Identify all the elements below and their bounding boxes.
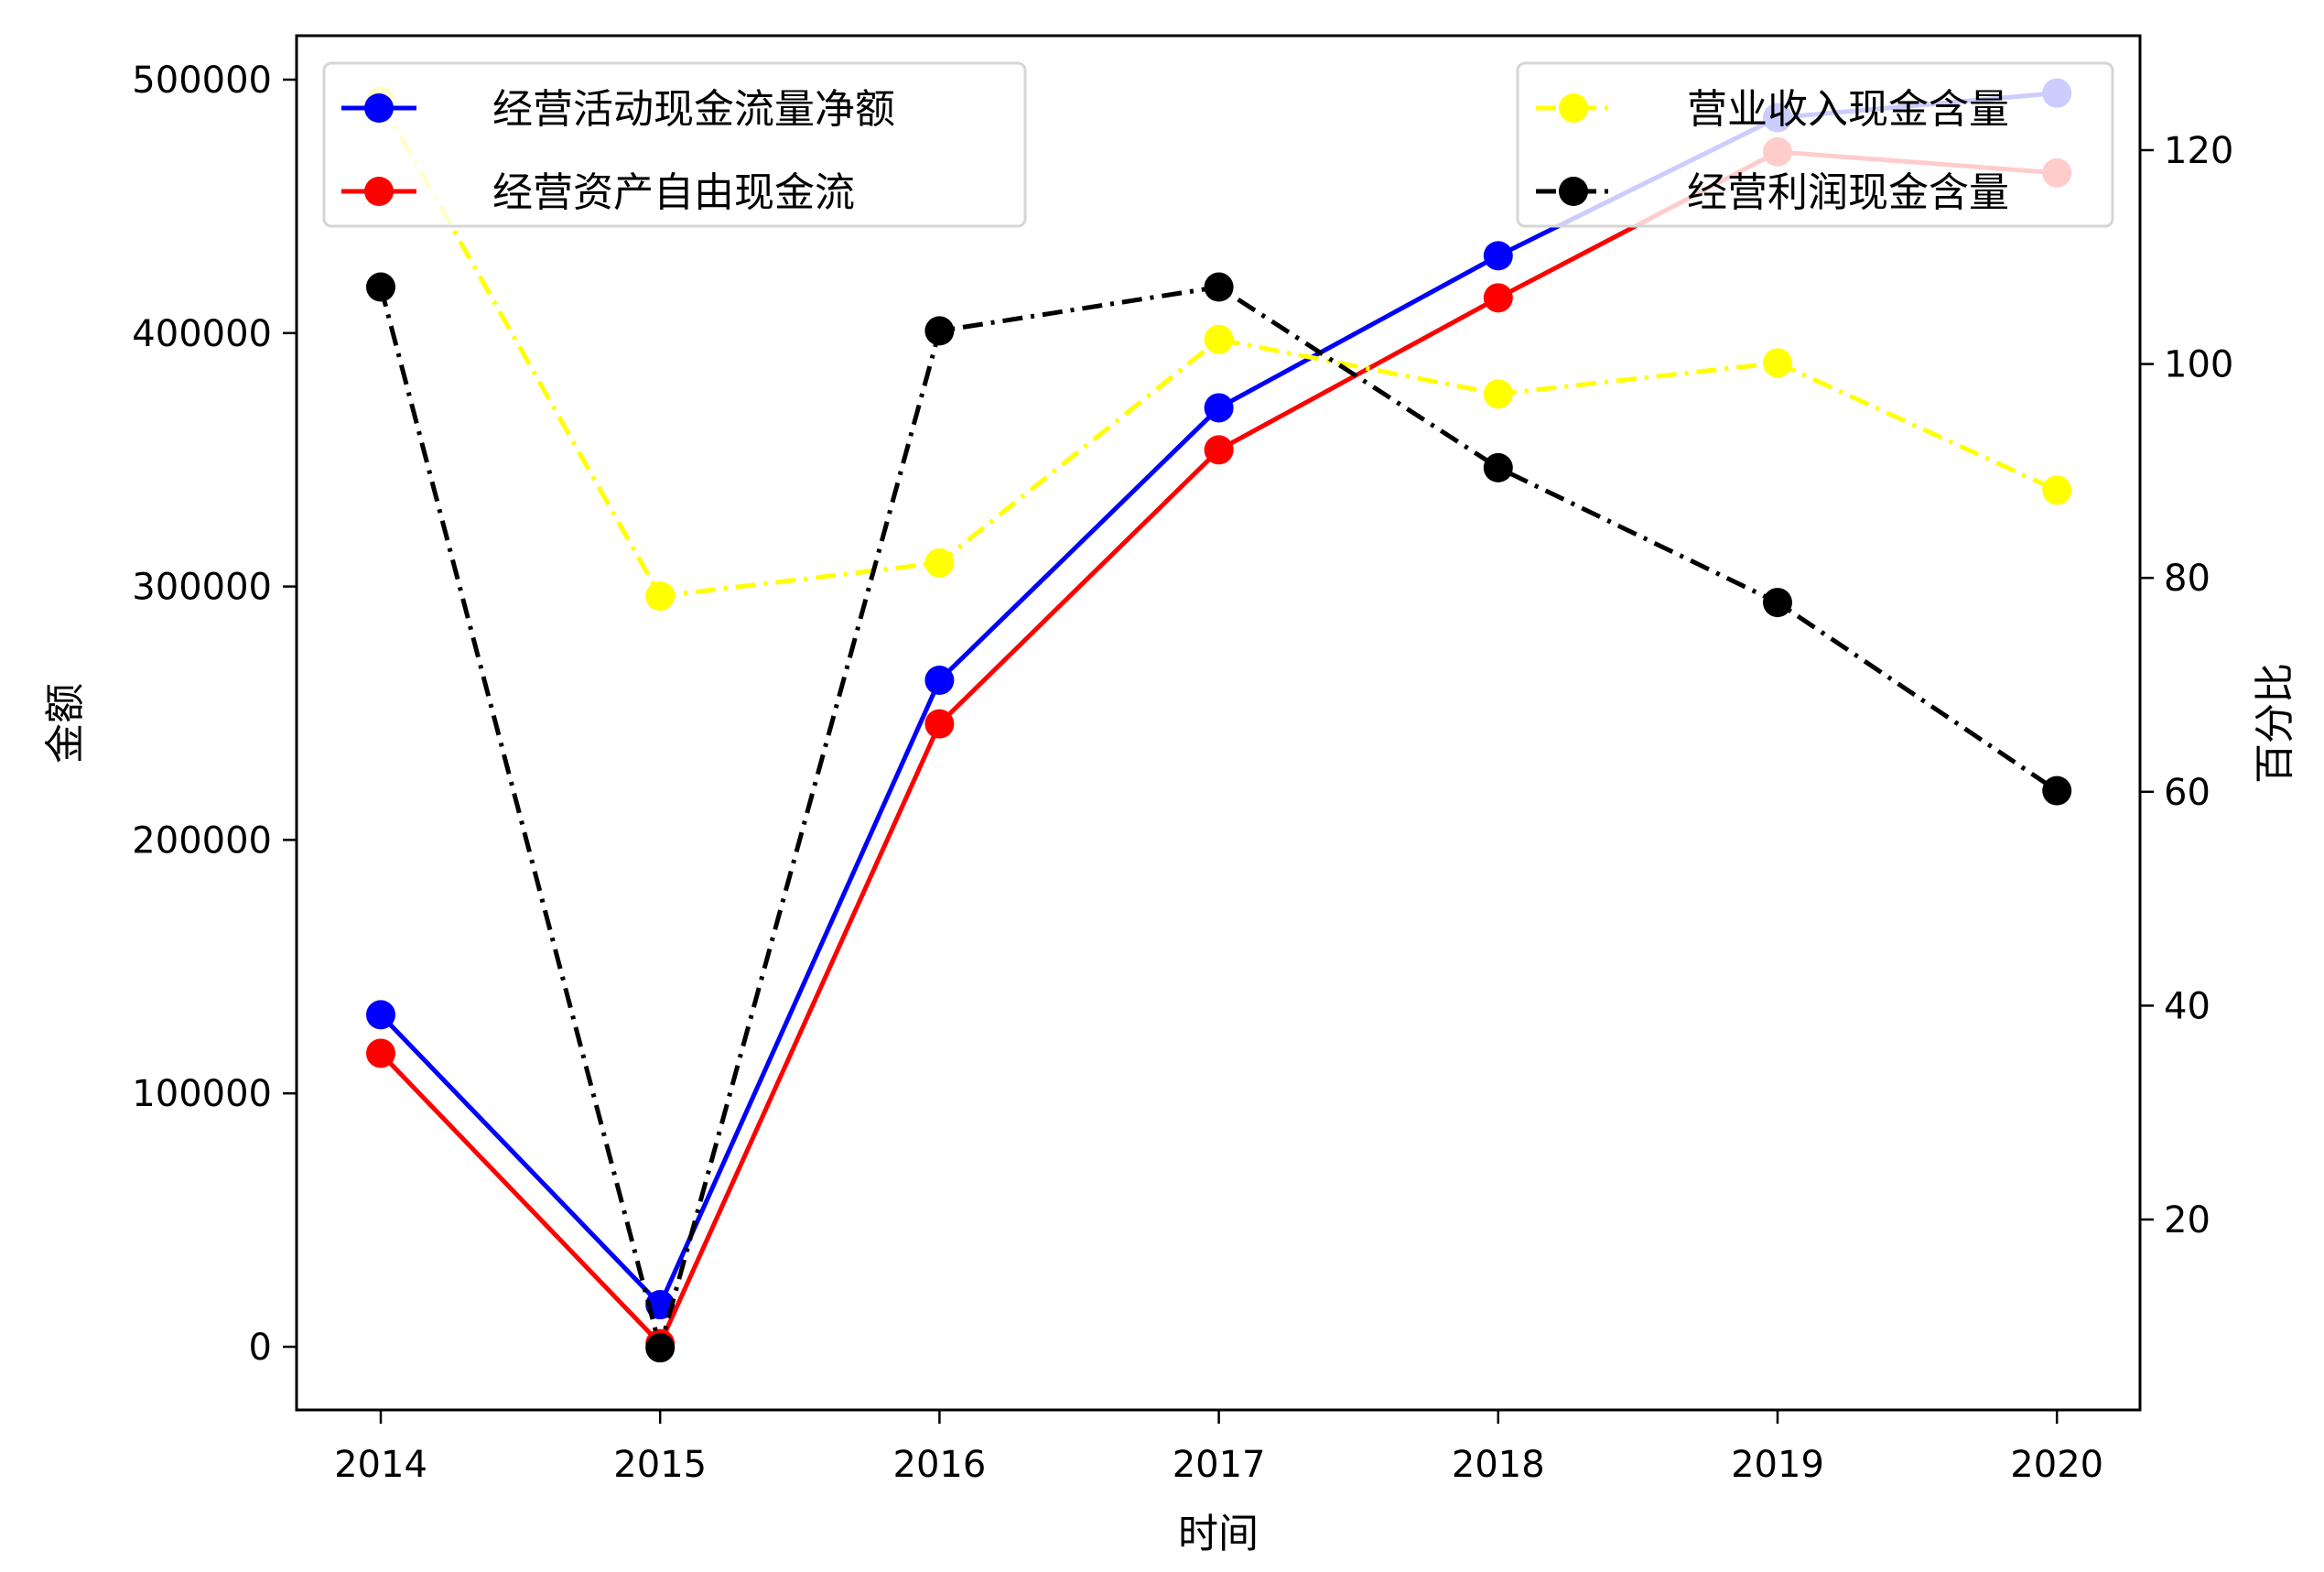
data-point-marker (366, 1000, 395, 1030)
data-point-marker (2042, 775, 2072, 806)
right-axis-series (366, 86, 2072, 1363)
y-tick-label: 400000 (132, 313, 272, 355)
right-y-axis-label: 百分比 (2252, 663, 2298, 784)
data-point-marker (1483, 283, 1513, 313)
x-axis-label: 时间 (1178, 1511, 1259, 1557)
y2-tick-label: 60 (2164, 772, 2211, 814)
left-y-axis-label: 金额 (42, 683, 89, 764)
legend-marker (364, 177, 394, 206)
legend-marker (364, 93, 394, 123)
data-point-marker (1204, 393, 1234, 423)
left-axis-series (366, 78, 2072, 1359)
y-tick-label: 0 (249, 1327, 272, 1369)
legend-label: 经营资产自由现金流 (492, 169, 855, 216)
data-point-marker (924, 666, 955, 696)
x-tick-label: 2016 (893, 1444, 987, 1486)
legend-marker (1559, 93, 1588, 123)
legend-label: 经营活动现金流量净额 (492, 86, 895, 133)
y2-tick-label: 40 (2164, 985, 2211, 1027)
data-point-marker (1483, 379, 1513, 409)
data-point-marker (366, 272, 395, 302)
x-tick-label: 2017 (1173, 1444, 1266, 1486)
y-tick-label: 100000 (132, 1073, 272, 1115)
left-y-axis-ticks: 0 100000 200000 300000 400000 500000 (132, 60, 297, 1369)
x-tick-label: 2014 (334, 1444, 427, 1486)
x-tick-label: 2018 (1452, 1444, 1545, 1486)
y2-tick-label: 80 (2164, 558, 2211, 600)
data-point-marker (924, 547, 955, 578)
y-tick-label: 300000 (132, 567, 272, 609)
y-tick-label: 500000 (132, 60, 272, 102)
data-point-marker (1763, 588, 1792, 618)
legend-label: 经营利润现金含量 (1687, 169, 2009, 216)
data-point-marker (1204, 272, 1234, 302)
data-point-marker (1483, 452, 1513, 482)
data-point-marker (366, 1038, 395, 1068)
data-point-marker (1483, 241, 1513, 271)
y2-tick-label: 20 (2164, 1199, 2211, 1241)
data-point-marker (924, 709, 955, 739)
x-tick-label: 2019 (1731, 1444, 1824, 1486)
data-point-marker (1763, 348, 1792, 378)
x-tick-label: 2015 (613, 1444, 707, 1486)
data-point-marker (645, 581, 676, 612)
data-point-marker (645, 1333, 676, 1363)
x-tick-label: 2020 (2010, 1444, 2103, 1486)
x-axis-ticks: 2014 2015 2016 2017 2018 2019 2020 (334, 1410, 2103, 1486)
y2-tick-label: 120 (2164, 130, 2233, 172)
data-point-marker (924, 316, 955, 346)
data-point-marker (1204, 435, 1234, 465)
legend-marker (1559, 177, 1588, 206)
y-tick-label: 200000 (132, 819, 272, 862)
y2-tick-label: 100 (2164, 344, 2233, 386)
data-point-marker (2042, 475, 2072, 505)
plot-frame (295, 34, 2142, 1412)
legend-label: 营业收入现金含量 (1687, 86, 2009, 133)
data-point-marker (1204, 324, 1234, 354)
right-y-axis-ticks: 20 40 60 80 100 120 (2140, 130, 2233, 1241)
